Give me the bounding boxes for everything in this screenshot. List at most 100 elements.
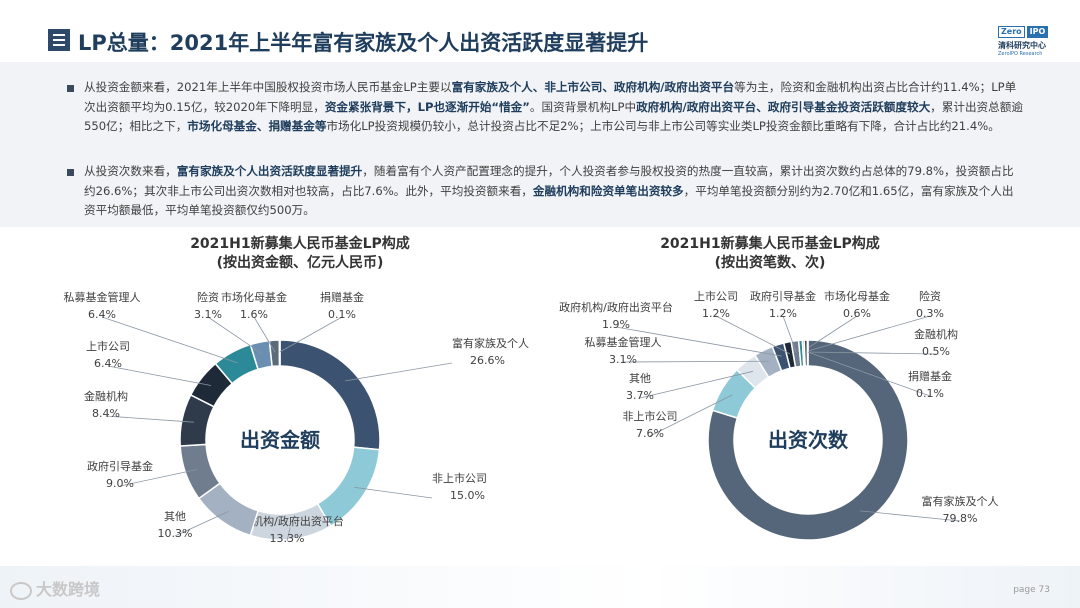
zeroipo-logo: Zero IPO 清科研究中心 ZeroIPO Research — [998, 26, 1058, 60]
leader-line-1-1 — [649, 394, 733, 437]
leader-line-1-2 — [639, 370, 754, 399]
watermark-logo-icon — [10, 581, 32, 600]
slice-value-1-5: 1.2% — [702, 307, 730, 320]
body-text: 从投资金额来看，2021年上半年中国股权投资市场人民币基金LP主要以 — [84, 80, 452, 94]
slice-1-10 — [806, 339, 809, 367]
slice-value-0-7: 6.4% — [88, 308, 116, 321]
body-text: 。国资背景机构LP中 — [529, 99, 637, 114]
logo-box-zero: Zero — [998, 26, 1025, 38]
leader-line-1-6 — [782, 315, 797, 353]
leader-line-0-8 — [207, 316, 263, 355]
slice-name-0-6: 上市公司 — [86, 339, 130, 353]
logo-cn: 清科研究中心 — [998, 41, 1046, 50]
logo-box-ipo: IPO — [1026, 26, 1049, 38]
slice-value-0-9: 1.6% — [240, 308, 268, 321]
bullet-icon — [67, 85, 74, 92]
slice-value-1-1: 7.6% — [636, 427, 664, 440]
slice-value-0-3: 10.3% — [158, 527, 193, 540]
footer — [0, 566, 1080, 608]
slice-name-1-2: 其他 — [629, 372, 651, 385]
summary-paragraph-amount: 从投资金额来看，2021年上半年中国股权投资市场人民币基金LP主要以富有家族及个… — [67, 78, 1024, 137]
leader-line-1-3 — [622, 360, 769, 363]
highlight-text: 富有家族及个人、非上市公司、政府机构/政府出资平台 — [451, 80, 735, 94]
bullet-icon — [67, 169, 74, 176]
center-label-0: 出资金额 — [240, 428, 320, 452]
slice-value-1-7: 0.6% — [843, 307, 871, 320]
leader-line-1-5 — [715, 315, 791, 355]
slice-name-0-3: 其他 — [164, 510, 186, 523]
leader-line-0-10 — [279, 316, 343, 353]
slice-name-1-4: 政府机构/政府出资平台 — [559, 300, 673, 314]
page-title: LP总量：2021年上半年富有家族及个人出资活跃度显著提升 — [78, 31, 649, 55]
slice-value-0-2: 13.3% — [270, 532, 305, 545]
leader-line-0-9 — [253, 316, 276, 353]
body-text: ，累计出资总额逾550亿；相比之下， — [84, 99, 1023, 134]
slice-name-0-8: 险资 — [197, 290, 219, 304]
body-text: ，随着富有个人资产配置理念的提升，个人投资者参与股权投资的热度一直较高，累计出资… — [84, 164, 1014, 198]
slice-value-0-10: 0.1% — [328, 308, 356, 321]
leader-line-1-7 — [801, 315, 858, 353]
slice-name-1-3: 私募基金管理人 — [585, 335, 662, 349]
chart-title-amount: 2021H1新募集人民币基金LP构成 (按出资金额、亿元人民币) — [170, 235, 430, 273]
slice-0-10 — [278, 339, 281, 367]
highlight-text: 市场化母基金、捐赠基金等 — [187, 119, 327, 133]
slice-name-1-6: 政府引导基金 — [750, 289, 816, 303]
watermark: 大数跨境 — [10, 576, 100, 600]
slice-value-1-3: 3.1% — [609, 353, 637, 366]
summary-panel: 从投资金额来看，2021年上半年中国股权投资市场人民币基金LP主要以富有家族及个… — [0, 62, 1080, 227]
leader-line-1-9 — [806, 351, 937, 355]
slice-value-1-4: 1.9% — [602, 318, 630, 331]
slice-name-1-5: 上市公司 — [694, 289, 738, 303]
slice-name-1-7: 市场化母基金 — [824, 289, 890, 303]
slice-1-0 — [707, 339, 909, 541]
chart-title-amount-line1: 2021H1新募集人民币基金LP构成 — [190, 236, 410, 252]
leader-line-0-2 — [286, 527, 291, 542]
leader-line-0-3 — [174, 511, 229, 537]
leader-line-0-6 — [107, 365, 211, 386]
logo-en: ZeroIPO Research — [998, 51, 1043, 57]
slice-name-1-10: 捐赠基金 — [908, 369, 952, 383]
summary-paragraph-count: 从投资次数来看，富有家族及个人出资活跃度显著提升，随着富有个人资产配置理念的提升… — [67, 162, 1024, 221]
leader-line-0-4 — [119, 469, 198, 487]
slice-name-1-9: 金融机构 — [914, 327, 958, 341]
body-text: 从投资次数来看， — [84, 164, 177, 178]
leader-line-0-1 — [354, 486, 433, 499]
body-text: ，平均单笔投资额分别约为2.70亿和1.65亿，富有家族及个人出资平均额最低，平… — [84, 183, 1014, 218]
slice-name-0-4: 政府引导基金 — [87, 459, 153, 473]
leader-line-0-5 — [105, 415, 194, 423]
slice-name-1-8: 险资 — [919, 289, 941, 303]
leader-line-0-7 — [101, 316, 238, 364]
slice-name-0-7: 私募基金管理人 — [64, 290, 141, 304]
chart-title-count: 2021H1新募集人民币基金LP构成 (按出资笔数、次) — [640, 235, 900, 273]
slice-name-0-5: 金融机构 — [84, 389, 128, 403]
slice-value-1-2: 3.7% — [626, 389, 654, 402]
slice-value-1-10: 0.1% — [916, 387, 944, 400]
leader-line-1-8 — [803, 315, 931, 353]
page-number: page 73 — [1013, 585, 1050, 595]
slice-name-0-10: 捐赠基金 — [320, 290, 364, 304]
slice-value-1-8: 0.3% — [916, 307, 944, 320]
slice-value-0-1: 15.0% — [450, 489, 485, 502]
body-text: 等为主，险资和金融机构出资占比合计约11.4%；LP单次出资额平均为0.15亿，… — [84, 80, 1017, 114]
slice-name-1-0: 富有家族及个人 — [922, 494, 999, 508]
slice-value-0-8: 3.1% — [194, 308, 222, 321]
highlight-text: 政府机构/政府出资平台、政府引导基金投资活跃额度较大 — [636, 99, 931, 114]
leader-line-1-0 — [860, 510, 961, 522]
menu-icon — [48, 29, 70, 51]
title-bar: LP总量：2021年上半年富有家族及个人出资活跃度显著提升 Zero IPO 清… — [0, 0, 1080, 62]
slice-value-1-6: 1.2% — [769, 307, 797, 320]
chart-title-count-line2: (按出资笔数、次) — [714, 255, 826, 271]
slice-value-1-0: 79.8% — [943, 512, 978, 525]
slice-value-0-0: 26.6% — [470, 354, 505, 367]
slice-value-0-4: 9.0% — [106, 477, 134, 490]
body-text: 市场化LP投资规模仍较小，总计投资占比不足2%；上市公司与非上市公司等实业类LP… — [326, 119, 1000, 133]
highlight-text: 富有家族及个人出资活跃度显著提升 — [176, 164, 363, 178]
slice-value-1-9: 0.5% — [922, 345, 950, 358]
slice-name-0-1: 非上市公司 — [432, 471, 487, 485]
leader-line-1-10 — [807, 351, 931, 397]
slice-name-0-9: 市场化母基金 — [221, 290, 287, 304]
leader-line-0-0 — [345, 362, 453, 382]
slice-value-0-6: 6.4% — [94, 357, 122, 370]
chart-title-count-line1: 2021H1新募集人民币基金LP构成 — [660, 236, 880, 252]
